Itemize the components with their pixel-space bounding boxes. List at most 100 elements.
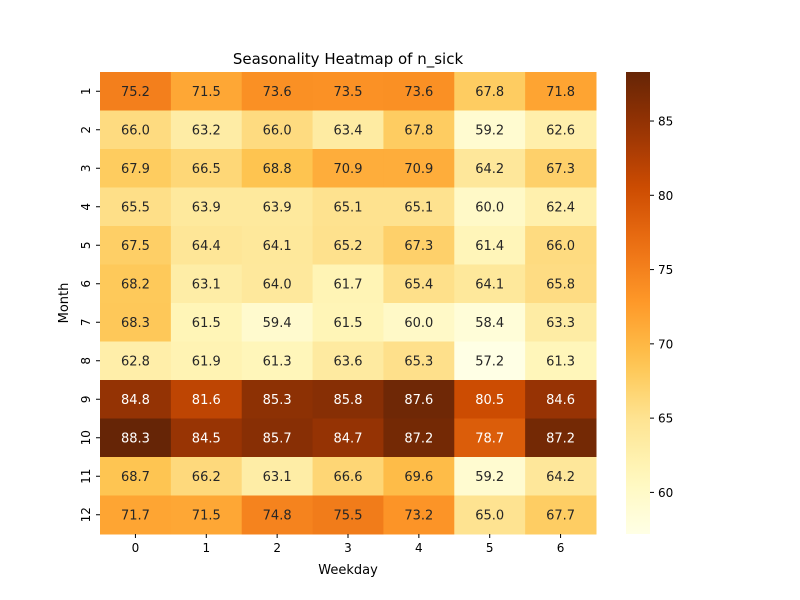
cell-value-label: 64.2	[475, 162, 504, 177]
heatmap-cell	[454, 187, 526, 227]
cell-value-label: 59.2	[475, 470, 504, 485]
cell-value-label: 64.1	[475, 277, 504, 292]
heatmap-cell	[525, 149, 597, 188]
heatmap-cell	[312, 495, 384, 535]
cell-value-label: 73.6	[263, 85, 292, 100]
cell-value-label: 68.8	[263, 162, 292, 177]
x-tick-label: 4	[415, 541, 423, 555]
heatmap-cell	[241, 341, 314, 381]
cell-value-label: 71.5	[192, 508, 221, 523]
y-tick-label: 6	[79, 280, 93, 288]
cell-value-label: 60.0	[404, 316, 433, 331]
colorbar: 60 65 70 75 80 85	[626, 72, 673, 534]
cell-value-label: 84.7	[334, 431, 363, 446]
x-tick-label: 5	[486, 541, 494, 555]
cell-value-label: 64.4	[192, 239, 221, 254]
cell-value-label: 87.2	[404, 431, 433, 446]
cell-value-label: 63.6	[334, 354, 363, 369]
x-axis-label: Weekday	[318, 563, 378, 578]
cell-value-label: 81.6	[192, 393, 221, 408]
heatmap-cell	[241, 457, 314, 496]
y-tick-label: 5	[79, 241, 93, 249]
cell-value-label: 65.2	[334, 239, 363, 254]
heatmap-cell	[454, 110, 526, 150]
heatmap-cell	[454, 341, 526, 381]
heatmap-cell	[525, 495, 597, 535]
cell-value-label: 64.1	[263, 239, 292, 254]
cell-value-label: 67.8	[475, 85, 504, 100]
cell-value-label: 84.6	[546, 393, 575, 408]
cell-value-label: 64.0	[263, 277, 292, 292]
heatmap-cell	[100, 264, 172, 304]
heatmap-cell	[525, 457, 597, 496]
colorbar-tick-label: 70	[658, 337, 673, 351]
heatmap-cell	[525, 187, 597, 227]
cell-value-label: 66.2	[192, 470, 221, 485]
heatmap-cell	[312, 303, 384, 342]
cell-value-label: 61.5	[334, 316, 363, 331]
heatmap-cell	[383, 72, 455, 111]
heatmap-cell	[525, 380, 597, 419]
heatmap-cell	[383, 303, 455, 342]
heatmap-cell	[241, 495, 314, 535]
cell-value-label: 63.1	[263, 470, 292, 485]
cell-value-label: 57.2	[475, 354, 504, 369]
heatmap-cell	[383, 149, 455, 188]
cell-value-label: 61.3	[546, 354, 575, 369]
heatmap-cell	[100, 72, 172, 111]
cell-value-label: 65.8	[546, 277, 575, 292]
colorbar-tick-label: 65	[658, 412, 673, 426]
cell-value-label: 60.0	[475, 200, 504, 215]
heatmap-cell	[312, 226, 384, 265]
heatmap-cell	[312, 341, 384, 381]
cell-value-label: 85.3	[263, 393, 292, 408]
cell-value-label: 63.1	[192, 277, 221, 292]
heatmap-cell	[525, 72, 597, 111]
cell-value-label: 61.3	[263, 354, 292, 369]
heatmap-cell	[525, 110, 597, 150]
cell-value-label: 63.4	[334, 123, 363, 138]
cell-value-label: 66.0	[121, 123, 150, 138]
cell-value-label: 67.9	[121, 162, 150, 177]
cell-value-label: 85.7	[263, 431, 292, 446]
y-tick-label: 11	[79, 469, 93, 484]
chart-title: Seasonality Heatmap of n_sick	[233, 50, 464, 69]
cell-value-label: 71.5	[192, 85, 221, 100]
heatmap-cell	[170, 341, 243, 381]
heatmap-cell	[170, 110, 243, 150]
heatmap-cell	[525, 341, 597, 381]
heatmap-cell	[170, 264, 243, 304]
cell-value-label: 62.6	[546, 123, 575, 138]
heatmap-cell	[383, 495, 455, 535]
cell-value-label: 64.2	[546, 470, 575, 485]
cell-value-label: 88.3	[121, 431, 150, 446]
heatmap-cell	[100, 187, 172, 227]
heatmap-cell	[170, 418, 243, 458]
heatmap-cell	[454, 149, 526, 188]
heatmap-cell	[170, 380, 243, 419]
colorbar-tick-label: 85	[658, 115, 673, 129]
y-tick-label: 3	[79, 164, 93, 172]
heatmap-cell	[100, 110, 172, 150]
cell-value-label: 63.9	[192, 200, 221, 215]
y-tick-label: 1	[79, 87, 93, 95]
heatmap-cell	[241, 149, 314, 188]
cell-value-label: 67.3	[404, 239, 433, 254]
colorbar-tick-label: 60	[658, 486, 673, 500]
heatmap-cell	[170, 495, 243, 535]
heatmap-cell	[525, 418, 597, 458]
heatmap-cell	[100, 495, 172, 535]
heatmap-cell	[312, 457, 384, 496]
x-axis-ticks: 0 1 2 3 4 5 6	[132, 534, 564, 555]
heatmap-cell	[241, 418, 314, 458]
heatmap-cell	[241, 226, 314, 265]
heatmap-cell	[383, 418, 455, 458]
heatmap-cell	[241, 303, 314, 342]
cell-value-label: 63.9	[263, 200, 292, 215]
heatmap-cell	[170, 187, 243, 227]
heatmap-cell	[170, 72, 243, 111]
heatmap-cell	[454, 380, 526, 419]
cell-value-label: 75.5	[334, 508, 363, 523]
